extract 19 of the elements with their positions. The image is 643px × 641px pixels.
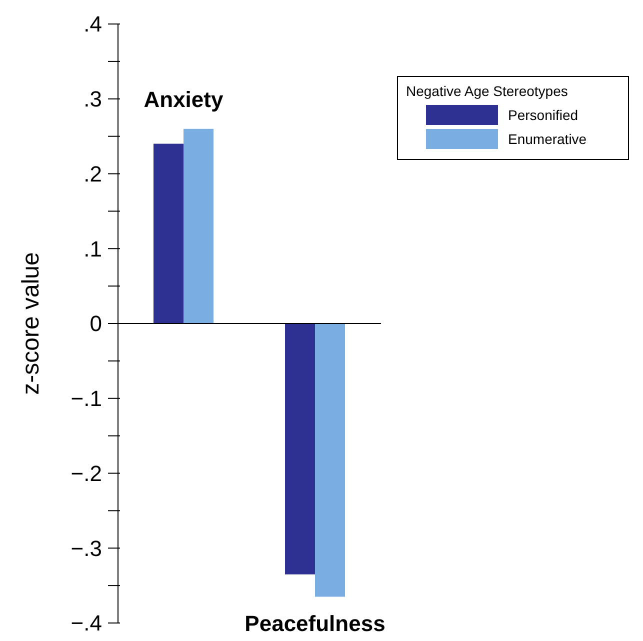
bar (184, 128, 214, 324)
bar (285, 324, 316, 574)
text: Personified (508, 107, 578, 123)
y-tick-label: .3 (84, 86, 102, 112)
y-tick-label: .1 (84, 236, 102, 262)
x-tick-label: Peacefulness (244, 610, 386, 636)
y-tick-label: .2 (84, 161, 102, 186)
y-tick-label: .4 (84, 12, 102, 37)
y-axis-title: z-score value (18, 252, 45, 395)
bar (315, 324, 346, 597)
text: Enumerative (508, 131, 587, 147)
legend-title: Negative Age Stereotypes (406, 83, 569, 99)
y-tick-label: −.3 (70, 536, 102, 561)
y-tick-label: −.4 (70, 610, 102, 636)
x-tick-label: Anxiety (144, 86, 224, 112)
bar (154, 144, 184, 324)
y-tick-label: 0 (90, 311, 102, 336)
y-tick-label: −.1 (70, 386, 102, 412)
y-tick-label: −.2 (70, 460, 102, 486)
